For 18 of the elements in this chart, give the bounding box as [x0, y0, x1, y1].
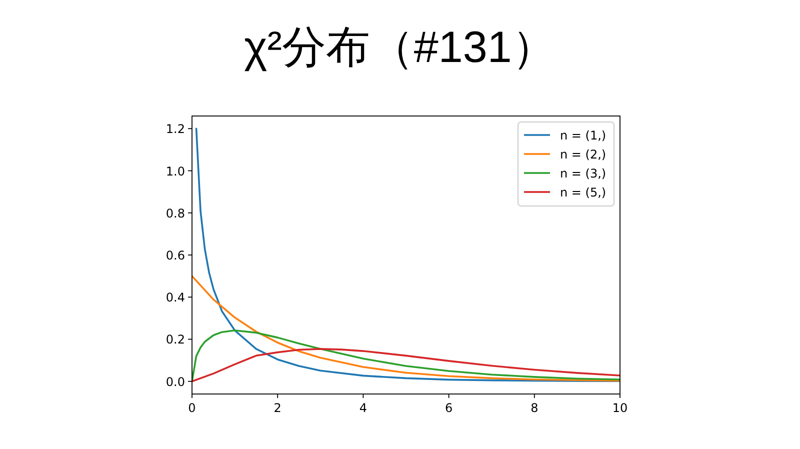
x-tick-label: 6	[444, 401, 453, 415]
x-tick-label: 4	[359, 401, 368, 415]
x-tick-label: 10	[612, 401, 628, 415]
y-tick-label: 1.2	[166, 122, 185, 136]
chart-title: χ²分布（#131）	[244, 23, 556, 72]
legend-label: n = (3,)	[560, 166, 606, 180]
x-tick-label: 0	[188, 401, 196, 415]
x-tick-label: 8	[530, 401, 538, 415]
y-tick-label: 1.0	[166, 164, 185, 178]
legend-label: n = (5,)	[560, 186, 606, 200]
x-tick-label: 2	[274, 401, 282, 415]
y-tick-label: 0.0	[166, 374, 185, 389]
legend-label: n = (1,)	[560, 128, 606, 142]
y-tick-label: 0.8	[166, 206, 185, 220]
legend-label: n = (2,)	[560, 148, 606, 162]
y-tick-label: 0.6	[166, 248, 185, 262]
y-tick-label: 0.2	[166, 332, 185, 347]
y-tick-label: 0.4	[166, 290, 185, 305]
